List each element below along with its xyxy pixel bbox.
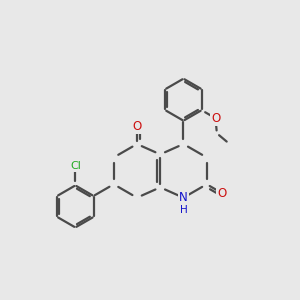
- Text: Cl: Cl: [70, 161, 81, 172]
- Text: N: N: [179, 191, 188, 204]
- Text: O: O: [211, 112, 220, 125]
- Text: O: O: [217, 187, 226, 200]
- Text: H: H: [180, 205, 187, 215]
- Text: O: O: [132, 120, 142, 133]
